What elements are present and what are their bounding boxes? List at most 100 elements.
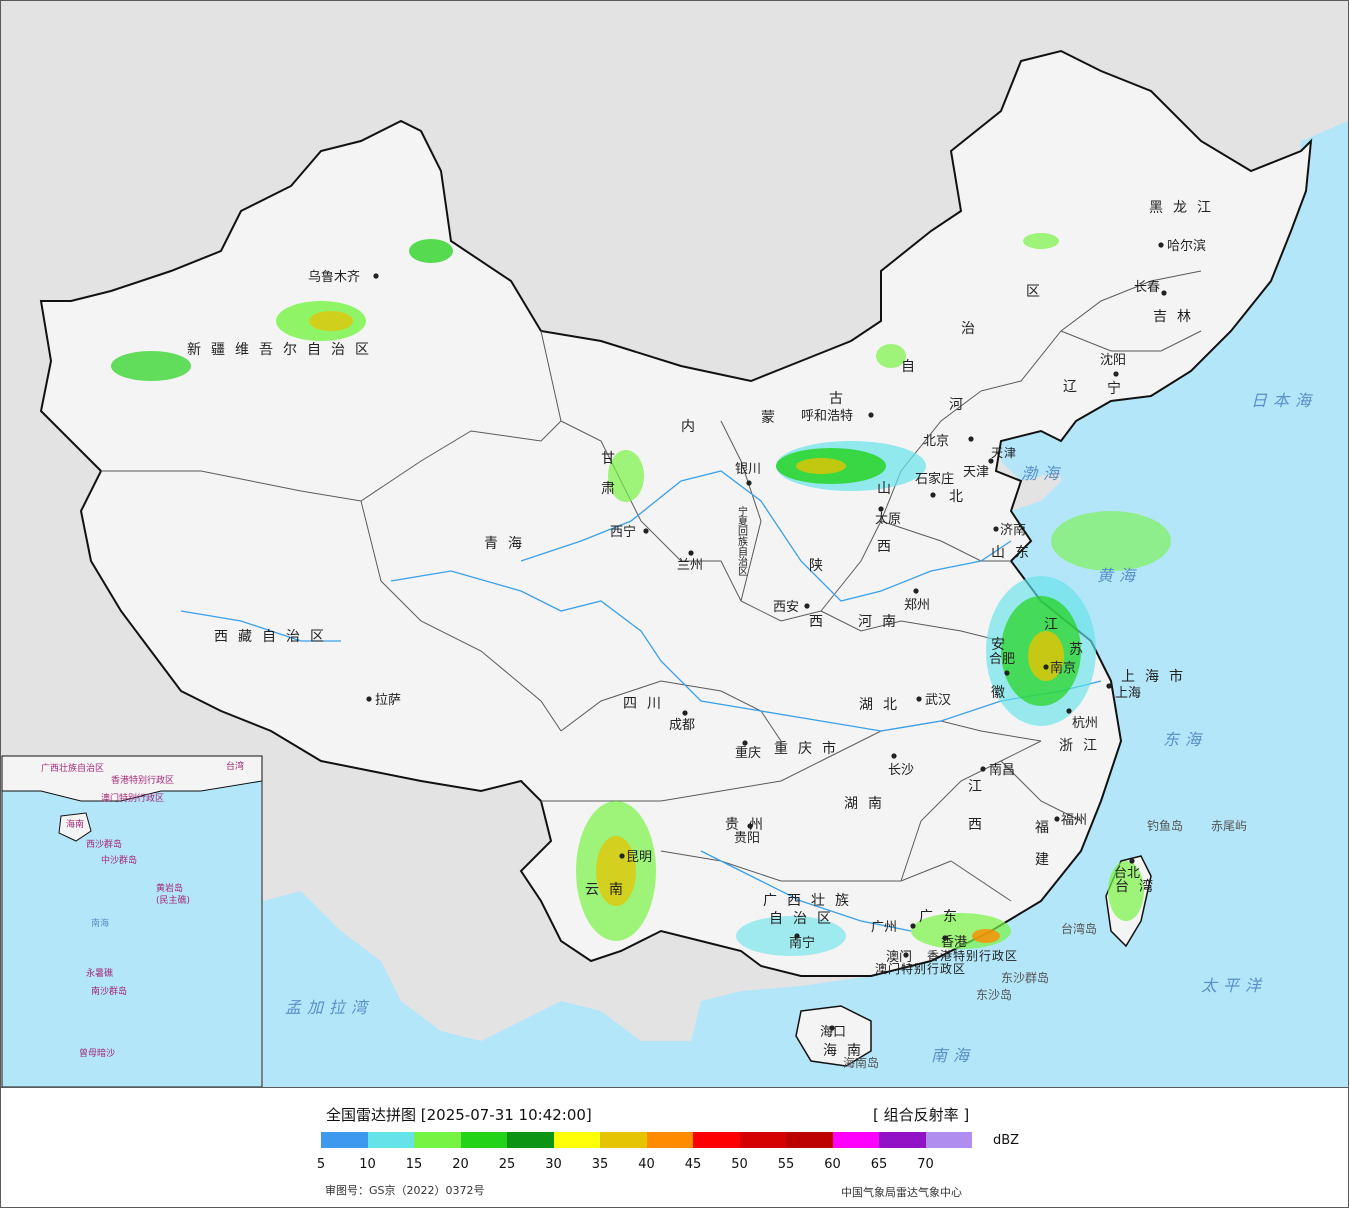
province-label-hunan: 湖南 [844,796,892,812]
inset-label-yongshujiao: 永暑礁 [86,967,113,979]
legend-tick-label: 40 [638,1157,655,1172]
legend-tick-label: 45 [684,1157,702,1172]
province-label-guangxi_2: 自治区 [769,911,841,927]
city-marker-xining [643,528,649,534]
province-label-tianjin: 天津 [991,446,1017,460]
province-label-zhejiang: 浙江 [1059,738,1107,754]
province-label-anhui_1: 安 [991,637,1015,653]
city-label-jinan: 济南 [1000,522,1026,538]
city-label-nanchang: 南昌 [989,762,1015,778]
inset-label-zhongsha: 中沙群岛 [101,854,137,866]
city-marker-shenyang [1113,371,1119,377]
island-label-chiweiyu: 赤尾屿 [1211,819,1247,833]
city-marker-taiyuan [878,506,884,512]
sea-bengal [263,891,701,1087]
city-marker-urumqi [373,273,379,279]
province-label-jilin: 吉林 [1153,309,1201,325]
province-label-jiangsu_2: 苏 [1069,642,1093,658]
province-label-gansu_1: 甘 [601,451,625,467]
inset-label-nanhai: 南海 [91,917,109,929]
hainan-island [795,1005,872,1067]
province-label-neimenggu_4: 自 [901,359,925,375]
province-label-fujian_2: 建 [1035,852,1059,868]
city-label-xining: 西宁 [610,524,636,540]
city-label-shanghai_city: 上海 [1115,686,1141,701]
legend-swatch [321,1132,368,1148]
city-marker-xian [804,603,810,609]
island-label-diaoyudao: 钓鱼岛 [1147,818,1183,833]
province-label-shanxi_1: 山 [877,481,901,497]
inset-label-xisha: 西沙群岛 [86,838,122,850]
city-label-changchun: 长春 [1134,280,1160,295]
province-label-hubei: 湖北 [859,697,907,713]
city-label-fuzhou: 福州 [1061,813,1087,828]
city-marker-nanjing [1043,664,1049,670]
radar-map-panel: 新疆维吾尔自治区 西藏自治区 青海甘肃内蒙古自治区黑龙江 吉林辽宁河北山西陕西山东 河南… [1,1,1348,1088]
map-approval-number: 审图号：GS京（2022）0372号 [325,1184,485,1197]
city-label-nanning: 南宁 [789,935,815,951]
inset-label-minzhujiao: (民主礁) [156,894,190,906]
sea-label-bohai: 渤海 [1021,464,1065,483]
province-label-guizhou: 贵州 [725,817,773,833]
legend-title: 全国雷达拼图 [2025-07-31 10:42:00] [326,1106,592,1124]
legend-tick-label: 60 [824,1157,841,1172]
province-label-liaoning_2: 宁 [1107,380,1131,397]
legend-swatch [553,1132,600,1148]
city-marker-macau_city [903,952,909,958]
city-marker-hohhot [868,412,874,418]
city-label-hohhot: 呼和浩特 [801,409,853,424]
province-label-gansu_2: 肃 [601,481,625,497]
city-marker-hongkong_city [942,935,948,941]
china-radar-map [1,1,1348,1087]
city-label-zhengzhou: 郑州 [904,598,930,613]
china-land [39,49,1313,977]
city-marker-yinchuan [746,480,752,486]
city-marker-lhasa [366,696,372,702]
inset-label-hainan: 海南 [66,818,84,830]
city-label-xian: 西安 [773,600,799,615]
inset-label-huangyandao: 黄岩岛 [156,882,183,894]
province-label-sichuan: 四川 [623,696,671,712]
province-label-heilongjiang: 黑龙江 [1149,200,1221,216]
province-label-shanghai: 上海市 [1121,668,1193,685]
city-label-hefei: 合肥 [989,652,1015,667]
city-label-shijiazhuang: 石家庄 [915,471,954,487]
city-marker-zhengzhou [913,588,919,594]
city-label-beijing: 北京 [923,434,949,449]
province-label-anhui_2: 徽 [991,685,1015,701]
legend-color-bar [321,1132,972,1148]
city-marker-beijing [968,436,974,442]
legend-tick-label: 50 [731,1157,748,1172]
legend-tick-label: 55 [777,1157,795,1172]
province-label-shanxi_2: 西 [877,539,901,555]
province-label-neimenggu_3: 古 [829,391,853,407]
province-label-shandong: 山东 [991,545,1039,561]
city-marker-nanchang [980,766,986,772]
province-label-liaoning_1: 辽 [1063,379,1087,395]
sea-label-taipingyang: 太平洋 [1201,976,1267,995]
province-label-hongkong: 香港特别行政区 [927,948,1018,963]
city-marker-fuzhou [1054,816,1060,822]
city-marker-tianjin_city [988,458,994,464]
city-label-changsha: 长沙 [888,763,914,778]
city-label-yinchuan: 银川 [735,462,761,477]
island-label-dongshadao: 东沙岛 [976,987,1012,1002]
inset-label-aomen: 澳门特别行政区 [101,792,164,804]
province-label-xinjiang: 新疆维吾尔自治区 [187,342,379,358]
city-label-lanzhou: 兰州 [677,558,703,573]
sea-label-mengjialawan: 孟加拉湾 [285,998,373,1017]
province-label-chongqing: 重庆市 [774,740,846,757]
province-label-hebei_1: 河 [949,397,973,413]
province-label-shaanxi_1: 陕 [809,558,833,574]
province-label-ningxia: 宁夏回族自治区 [736,505,748,576]
radar-echoes [111,233,1171,956]
city-label-macau_city: 澳门 [886,949,912,965]
city-label-shenyang: 沈阳 [1100,353,1126,368]
province-label-fujian_1: 福 [1035,820,1059,836]
province-label-guangdong: 广东 [919,909,967,925]
province-label-taiwan: 台湾 [1115,878,1163,895]
province-label-neimenggu_2: 蒙 [761,410,785,426]
inset-label-taiwan: 台湾 [226,760,244,772]
